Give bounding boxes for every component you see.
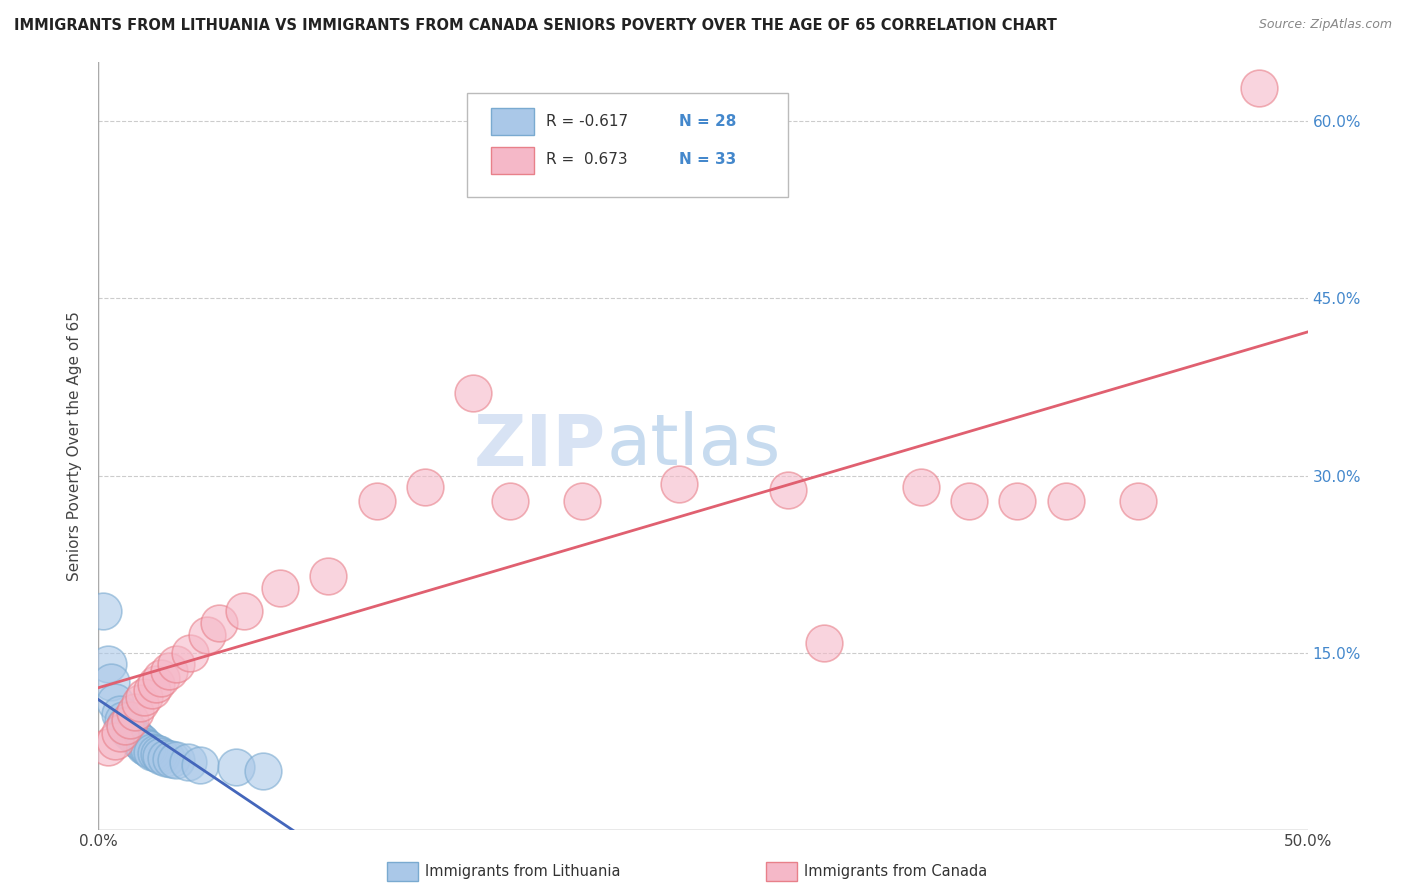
Point xyxy=(108,706,131,721)
Text: Immigrants from Canada: Immigrants from Canada xyxy=(804,864,987,879)
Y-axis label: Seniors Poverty Over the Age of 65: Seniors Poverty Over the Age of 65 xyxy=(67,311,83,581)
Point xyxy=(571,494,593,508)
Point xyxy=(114,717,136,731)
Point xyxy=(413,480,436,494)
Point xyxy=(104,734,127,748)
Point xyxy=(108,726,131,740)
Text: ZIP: ZIP xyxy=(474,411,606,481)
Point xyxy=(252,764,274,778)
Point xyxy=(160,752,183,766)
Point xyxy=(124,705,146,719)
Point xyxy=(141,683,163,698)
Point xyxy=(165,657,187,672)
Point xyxy=(104,695,127,709)
Point xyxy=(1249,81,1271,95)
Point xyxy=(138,742,160,756)
Point xyxy=(128,696,150,710)
Point xyxy=(232,604,254,618)
Point xyxy=(155,750,177,764)
Text: R = -0.617: R = -0.617 xyxy=(546,114,628,129)
Point xyxy=(1054,494,1077,508)
Point xyxy=(141,745,163,759)
FancyBboxPatch shape xyxy=(467,93,787,197)
Point xyxy=(118,724,141,739)
Point xyxy=(957,494,980,508)
Point xyxy=(179,646,201,660)
Point xyxy=(195,628,218,642)
Text: N = 33: N = 33 xyxy=(679,153,737,168)
Point xyxy=(316,569,339,583)
Point xyxy=(269,581,291,595)
Text: R =  0.673: R = 0.673 xyxy=(546,153,627,168)
Point xyxy=(131,736,153,750)
Point xyxy=(114,719,136,733)
Point xyxy=(463,385,485,400)
Point xyxy=(121,727,143,741)
Point xyxy=(111,713,134,727)
Point xyxy=(1007,494,1029,508)
Point xyxy=(1128,494,1150,508)
Point xyxy=(165,753,187,767)
Point xyxy=(134,739,156,753)
Point xyxy=(157,665,180,679)
Point xyxy=(97,739,120,754)
Point xyxy=(188,757,211,772)
Point xyxy=(208,615,231,630)
Point xyxy=(498,494,520,508)
Text: N = 28: N = 28 xyxy=(679,114,737,129)
Point xyxy=(177,756,200,770)
Point xyxy=(148,747,170,761)
Point xyxy=(91,604,114,618)
Point xyxy=(117,723,139,737)
Point xyxy=(100,675,122,690)
Text: Immigrants from Lithuania: Immigrants from Lithuania xyxy=(425,864,620,879)
Point xyxy=(128,734,150,748)
Point xyxy=(813,636,835,650)
Bar xyxy=(492,109,534,136)
Point xyxy=(150,749,173,764)
Point xyxy=(910,480,932,494)
Text: IMMIGRANTS FROM LITHUANIA VS IMMIGRANTS FROM CANADA SENIORS POVERTY OVER THE AGE: IMMIGRANTS FROM LITHUANIA VS IMMIGRANTS … xyxy=(14,18,1057,33)
Bar xyxy=(492,147,534,174)
Point xyxy=(366,494,388,508)
Point xyxy=(118,713,141,727)
Text: Source: ZipAtlas.com: Source: ZipAtlas.com xyxy=(1258,18,1392,31)
Point xyxy=(668,476,690,491)
Point xyxy=(134,690,156,705)
Point xyxy=(776,483,799,497)
Point xyxy=(97,657,120,672)
Point xyxy=(145,746,167,760)
Point xyxy=(127,731,149,746)
Point xyxy=(145,677,167,691)
Point xyxy=(225,760,247,774)
Text: atlas: atlas xyxy=(606,411,780,481)
Point xyxy=(124,729,146,743)
Point xyxy=(150,672,173,686)
Point xyxy=(135,741,157,756)
